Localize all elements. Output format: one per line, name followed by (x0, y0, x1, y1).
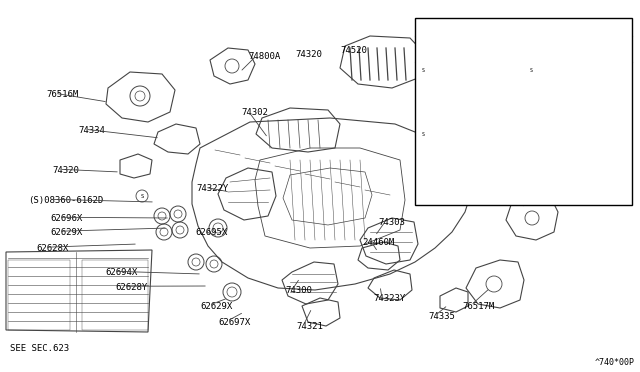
Text: S: S (422, 68, 424, 74)
Text: 74335: 74335 (428, 312, 455, 321)
Text: FOR SERVICE: FOR SERVICE (489, 22, 558, 32)
Text: 24460M: 24460M (362, 238, 394, 247)
Text: 74302: 74302 (241, 108, 268, 117)
Text: 74334: 74334 (78, 126, 105, 135)
Text: (S)08360-6162D: (S)08360-6162D (28, 196, 103, 205)
Text: 76516M: 76516M (46, 90, 78, 99)
Text: 62695X: 62695X (195, 228, 227, 237)
Text: 62629X: 62629X (531, 89, 561, 98)
Text: 62628X: 62628X (36, 244, 68, 253)
Text: 62696X: 62696X (423, 80, 453, 89)
Text: S: S (140, 193, 143, 199)
Text: IN CASE OF
F1200-17C01: IN CASE OF F1200-17C01 (550, 38, 605, 57)
Text: 62696X: 62696X (50, 214, 83, 223)
Text: S: S (422, 131, 424, 137)
Text: 62694X: 62694X (105, 268, 137, 277)
Text: 74800A: 74800A (248, 52, 280, 61)
Bar (415, 18, 632, 205)
Text: 79200: 79200 (446, 158, 473, 167)
Text: 62629X: 62629X (200, 302, 232, 311)
Text: 62629X: 62629X (423, 89, 453, 98)
Text: S: S (529, 68, 532, 74)
Text: 74321: 74321 (296, 322, 323, 331)
Text: 62629X: 62629X (50, 228, 83, 237)
Text: 76517M: 76517M (462, 302, 494, 311)
Text: 08360-6162D: 08360-6162D (429, 67, 484, 76)
Text: 74322Y: 74322Y (196, 184, 228, 193)
Text: 62696X: 62696X (599, 110, 629, 119)
Text: 62628Y: 62628Y (115, 283, 147, 292)
Text: 62697X: 62697X (218, 318, 250, 327)
Text: 74323Y: 74323Y (373, 294, 405, 303)
Text: IN CASE OF
61200-17C30: IN CASE OF 61200-17C30 (442, 38, 497, 57)
Text: 74320: 74320 (52, 166, 79, 175)
Text: 08360-6162D: 08360-6162D (537, 67, 592, 76)
Text: 74303: 74303 (378, 218, 405, 227)
Text: 74520: 74520 (340, 46, 367, 55)
Text: 08360-6202D: 08360-6202D (429, 130, 484, 139)
Text: 74320: 74320 (295, 50, 322, 59)
Text: 75662N: 75662N (508, 188, 540, 197)
Text: ^740*00P: ^740*00P (595, 358, 635, 367)
Text: 74300: 74300 (285, 286, 312, 295)
Text: SEE SEC.623: SEE SEC.623 (10, 344, 69, 353)
